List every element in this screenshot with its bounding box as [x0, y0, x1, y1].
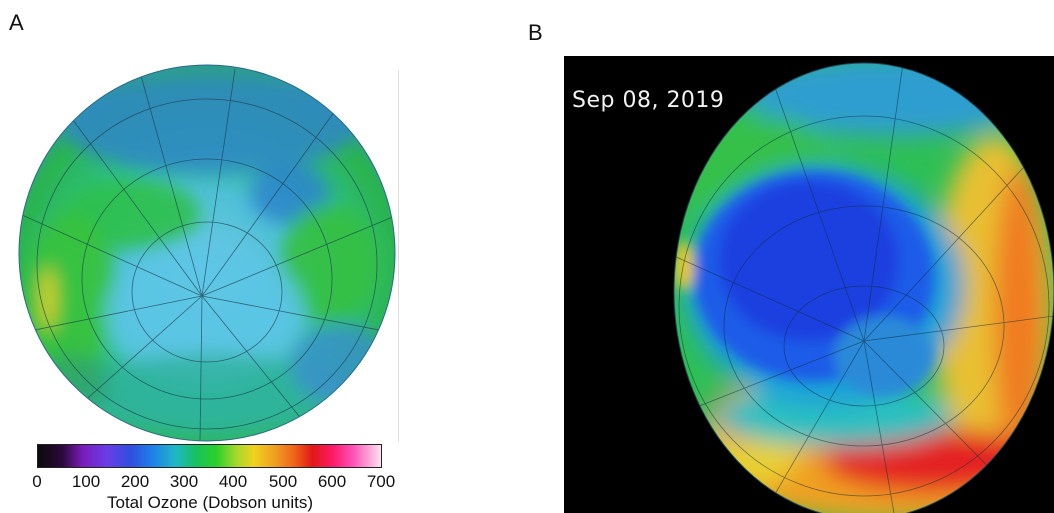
globe-a: [18, 64, 396, 442]
ozone-colorbar: [37, 444, 382, 468]
colorbar-tick-200: 200: [120, 472, 150, 491]
colorbar-tick-600: 600: [317, 472, 347, 491]
panel-a-ozone-map: [10, 64, 405, 442]
colorbar-tick-300: 300: [169, 472, 199, 491]
panel-a-frame-line: [398, 70, 399, 442]
globe-b: [673, 62, 1054, 513]
panel-a-label: A: [9, 10, 24, 35]
colorbar-gradient: [38, 445, 381, 467]
panel-b-label: B: [528, 20, 543, 45]
colorbar-tick-0: 0: [32, 472, 42, 491]
colorbar-tick-400: 400: [218, 472, 248, 491]
colorbar-title: Total Ozone (Dobson units): [107, 493, 313, 512]
panel-b-ozone-map: Sep 08, 2019: [564, 56, 1054, 513]
colorbar-tick-500: 500: [268, 472, 298, 491]
date-label: Sep 08, 2019: [572, 88, 725, 113]
colorbar-tick-700: 700: [366, 472, 396, 491]
colorbar-tick-100: 100: [71, 472, 101, 491]
